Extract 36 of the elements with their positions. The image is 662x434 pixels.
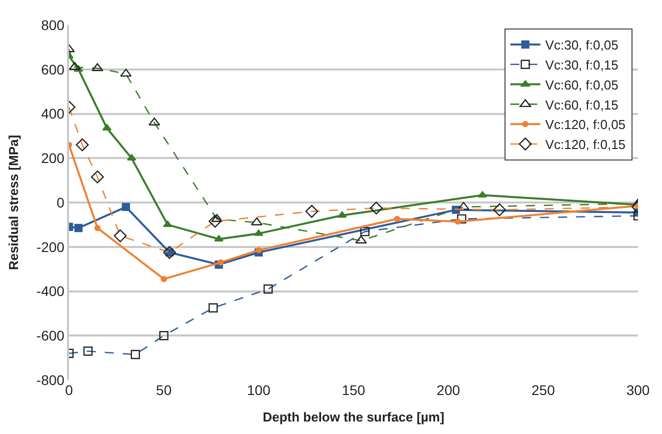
x-tick-label: 50 bbox=[156, 382, 172, 398]
legend-label: Vc:30, f:0,15 bbox=[545, 57, 618, 72]
point bbox=[478, 191, 488, 198]
point bbox=[394, 216, 400, 222]
y-tick-label: 400 bbox=[41, 106, 65, 122]
legend-label: Vc:60, f:0,05 bbox=[545, 77, 618, 92]
legend-label: Vc:120, f:0,05 bbox=[545, 117, 626, 132]
y-tick-label: -600 bbox=[36, 328, 65, 344]
y-tick-label: 0 bbox=[56, 194, 65, 210]
point bbox=[94, 224, 101, 232]
legend-label: Vc:60, f:0,15 bbox=[545, 97, 618, 112]
point bbox=[74, 224, 83, 232]
y-tick-label: 800 bbox=[41, 16, 65, 33]
y-tick-label: -800 bbox=[36, 372, 65, 388]
point bbox=[218, 259, 224, 266]
x-axis-title: Depth below the surface [µm] bbox=[262, 410, 444, 425]
x-tick-label: 150 bbox=[342, 382, 366, 398]
y-tick-label: 200 bbox=[41, 150, 65, 166]
point bbox=[454, 218, 461, 225]
y-axis-title: Residual stress [MPa] bbox=[6, 134, 21, 270]
y-tick-label: -200 bbox=[36, 238, 65, 255]
x-tick-label: 250 bbox=[531, 382, 556, 398]
legend-label: Vc:30, f:0,05 bbox=[545, 38, 618, 53]
point bbox=[162, 220, 172, 228]
y-tick-label: -400 bbox=[36, 283, 65, 300]
point bbox=[254, 229, 264, 236]
point bbox=[102, 124, 112, 131]
legend-label: Vc:120, f:0,15 bbox=[545, 137, 626, 152]
x-tick-label: 200 bbox=[436, 382, 460, 398]
x-tick-label: 300 bbox=[626, 382, 650, 398]
point bbox=[337, 211, 347, 218]
x-tick-label: 100 bbox=[246, 382, 271, 398]
point bbox=[256, 247, 262, 254]
point bbox=[122, 202, 130, 212]
point bbox=[160, 276, 167, 282]
y-tick-label: 600 bbox=[41, 61, 65, 78]
